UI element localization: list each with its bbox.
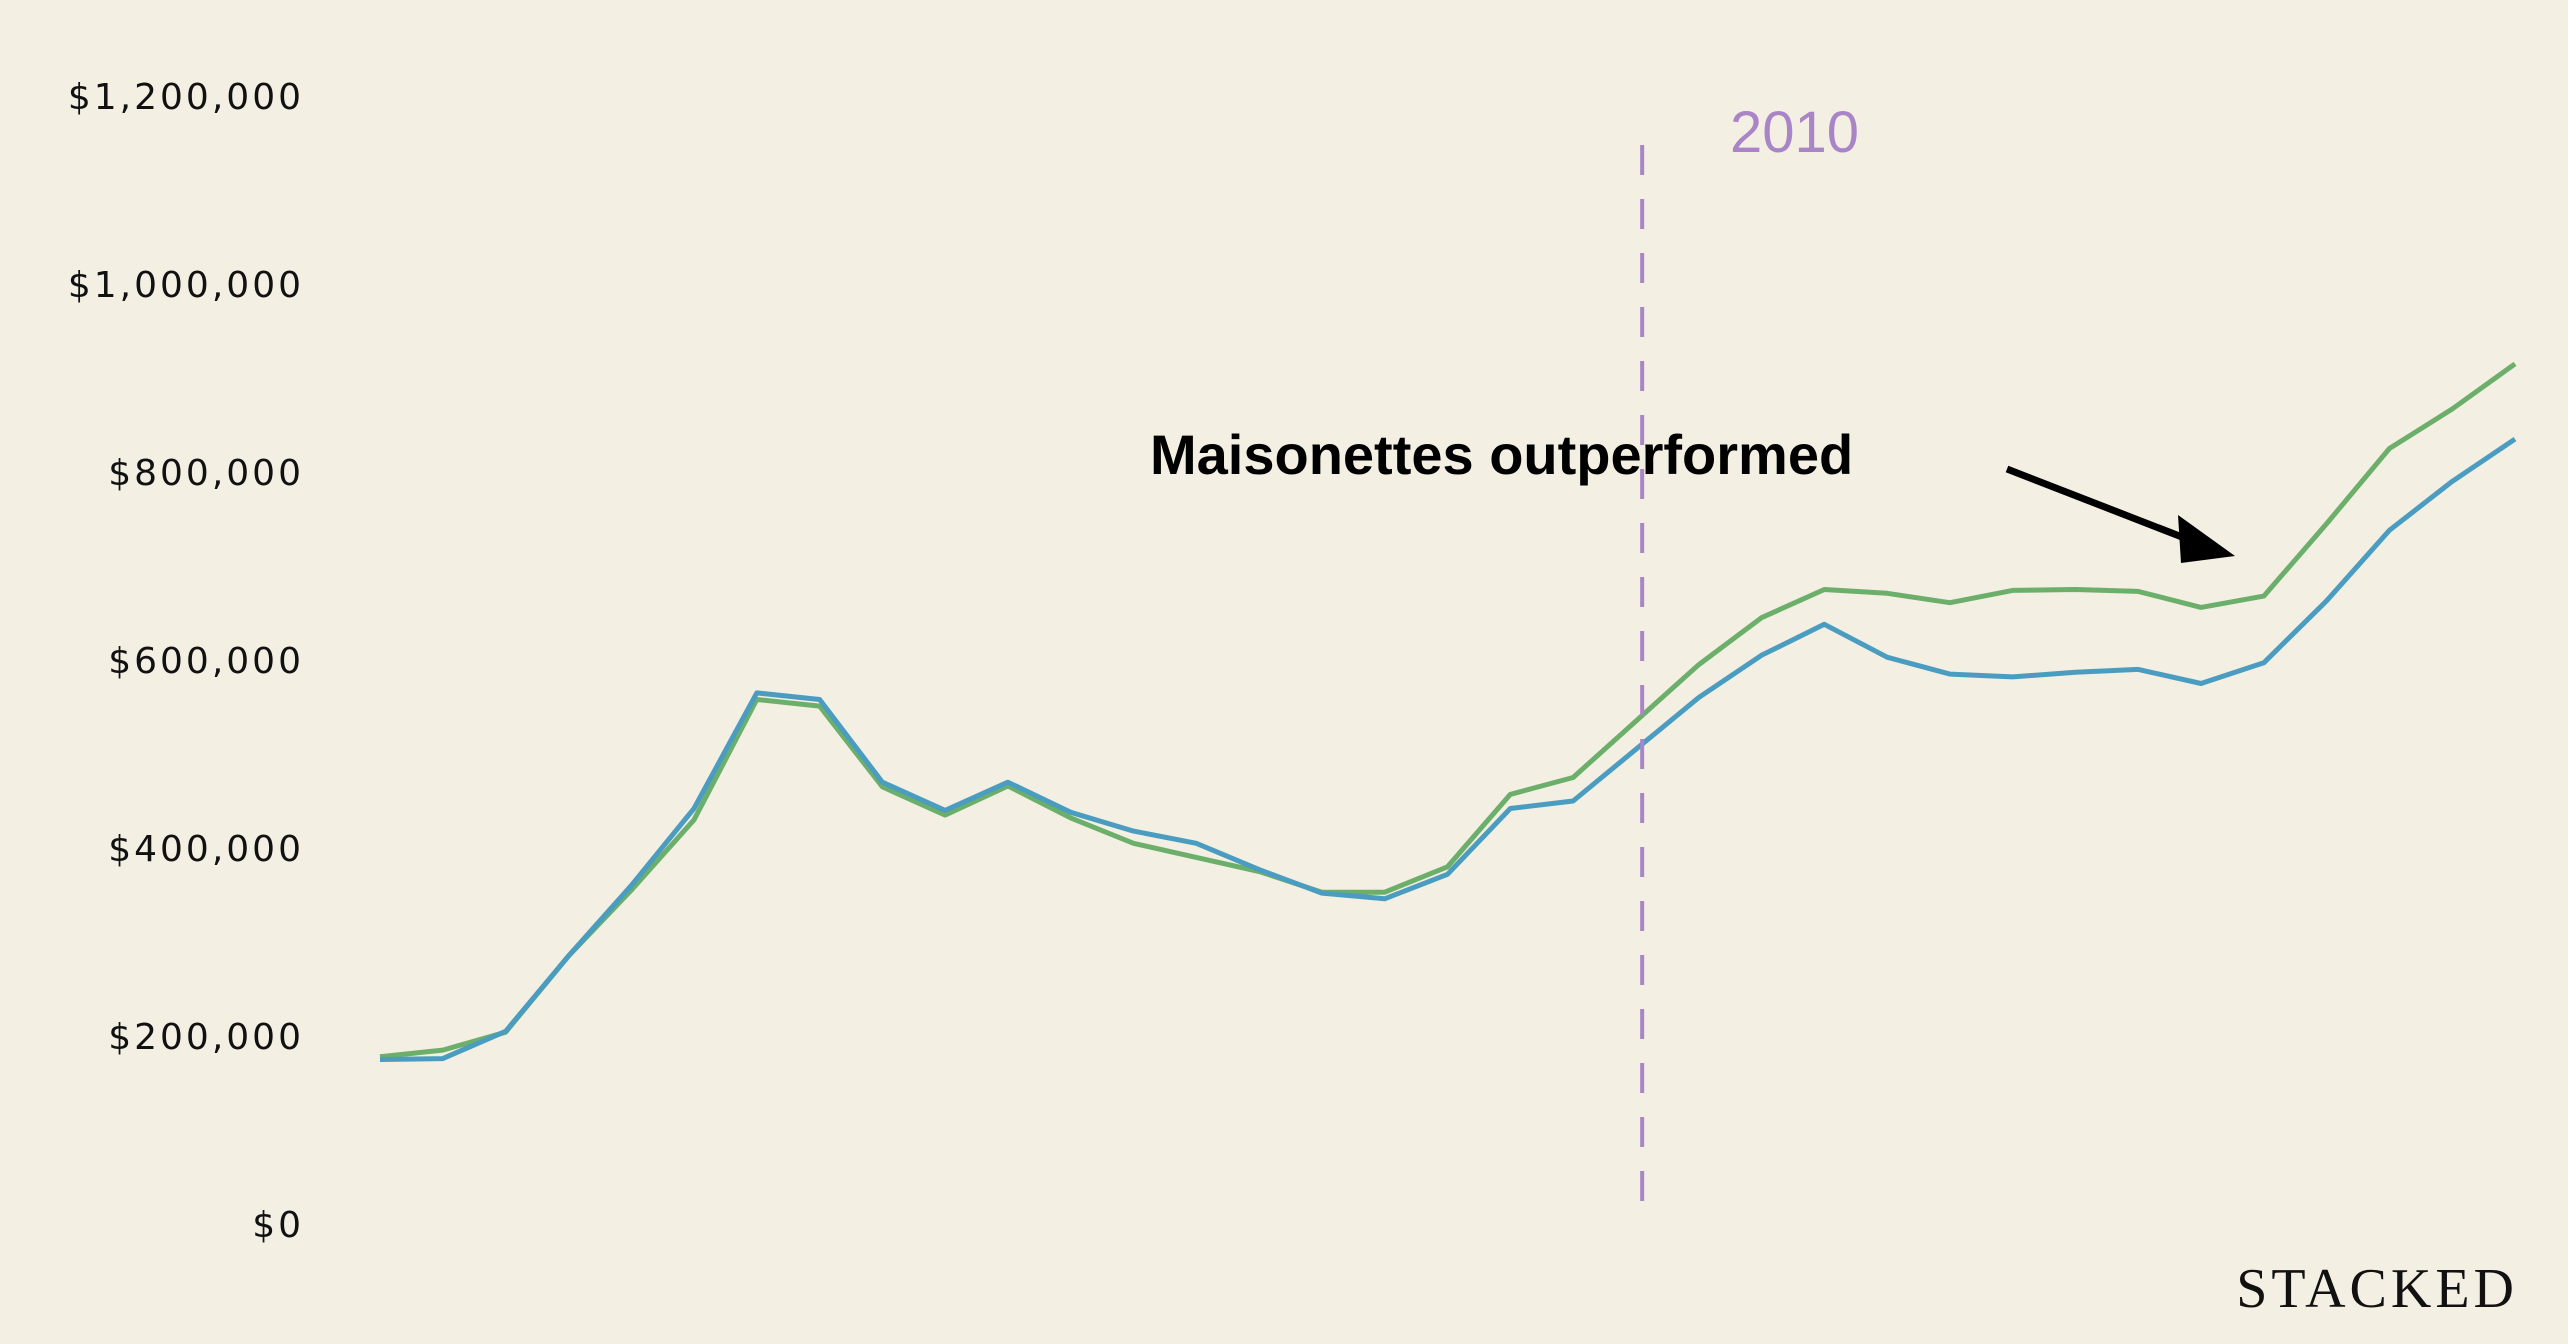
annotation-text: Maisonettes outperformed (1150, 423, 1853, 486)
series-lines (379, 361, 2517, 1062)
y-tick-label: $0 (252, 1205, 304, 1246)
year-marker-label: 2010 (1730, 100, 1859, 165)
brand-logo: STACKED (2236, 1258, 2518, 1320)
y-tick-label: $1,200,000 (68, 77, 304, 118)
y-tick-label: $1,000,000 (68, 265, 304, 306)
y-axis-ticks: $0 $200,000 $400,000 $600,000 $800,000 $1,000… (68, 77, 304, 1246)
series-line-1 (379, 361, 2517, 1060)
y-tick-label: $600,000 (108, 641, 304, 682)
annotation-arrow-icon (2005, 465, 2235, 563)
y-tick-label: $200,000 (108, 1017, 304, 1058)
y-tick-label: $400,000 (108, 829, 304, 870)
y-tick-label: $800,000 (108, 453, 304, 494)
series-line-2 (379, 437, 2517, 1062)
